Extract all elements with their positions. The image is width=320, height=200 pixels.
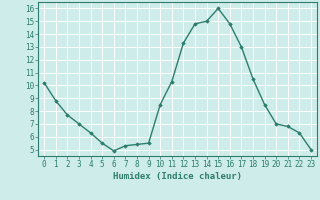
X-axis label: Humidex (Indice chaleur): Humidex (Indice chaleur): [113, 172, 242, 181]
